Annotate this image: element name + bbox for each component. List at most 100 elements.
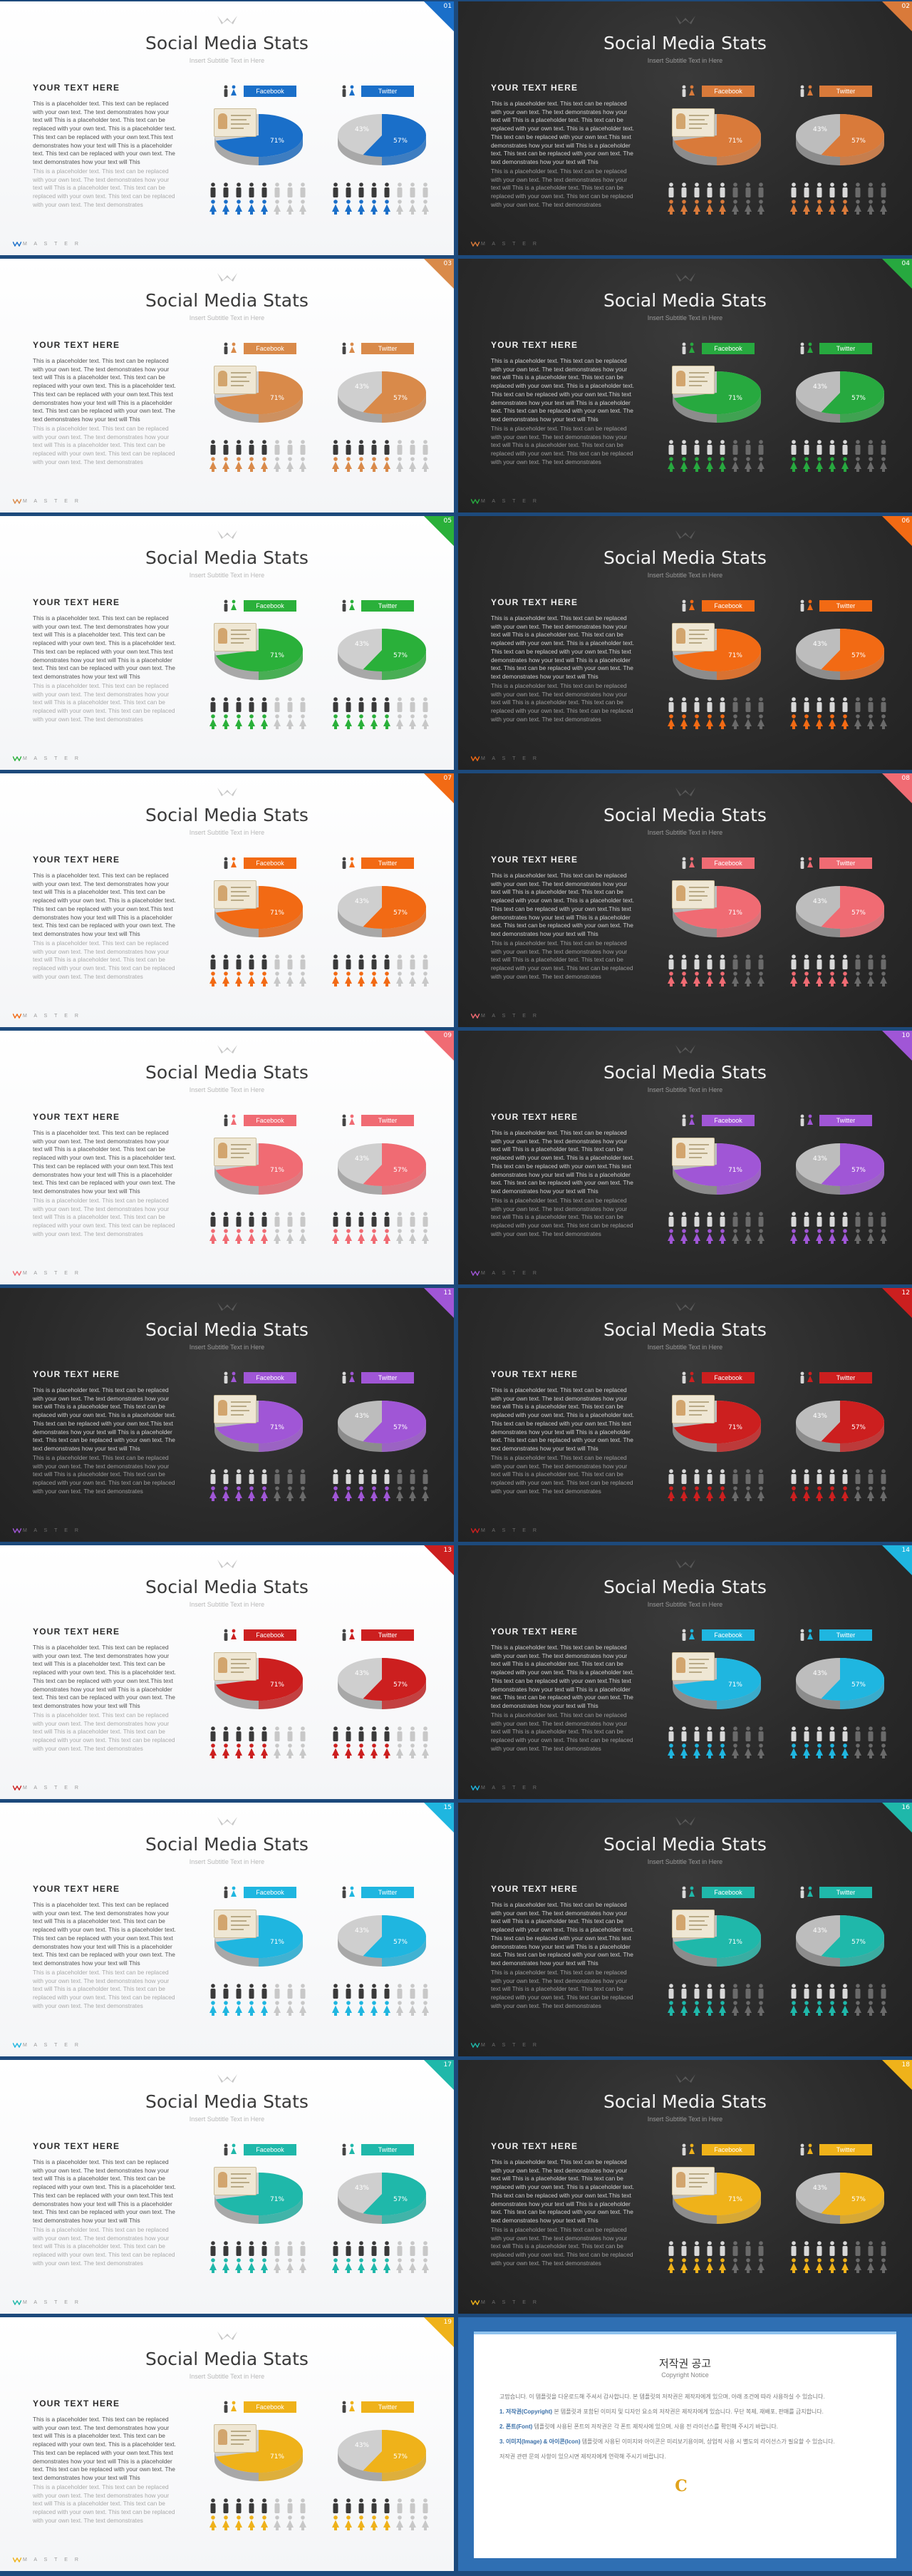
person-icon-male bbox=[791, 954, 797, 969]
slide-thumbnail-17[interactable]: 17 Social Media Stats Insert Subtitle Te… bbox=[0, 2060, 454, 2314]
pie-label-right: 57% bbox=[851, 652, 866, 659]
copyright-notice-slide[interactable]: 저작권 공고 Copyright Notice 고맙습니다. 이 템플릿을 다운… bbox=[458, 2317, 912, 2571]
person-icon-male bbox=[745, 182, 751, 197]
gender-icon bbox=[682, 1886, 695, 1898]
facebook-people-chart bbox=[668, 440, 765, 472]
slide-thumbnail-08[interactable]: 08 Social Media Stats Insert Subtitle Te… bbox=[458, 773, 912, 1027]
facebook-label: Facebook bbox=[702, 857, 755, 869]
slide-thumbnail-19[interactable]: 19 Social Media Stats Insert Subtitle Te… bbox=[0, 2317, 454, 2571]
slide-thumbnail-12[interactable]: 12 Social Media Stats Insert Subtitle Te… bbox=[458, 1288, 912, 1542]
pie-label-right: 71% bbox=[728, 1424, 742, 1431]
body-paragraph-secondary: This is a placeholder text. This text ca… bbox=[33, 1711, 175, 1752]
person-icon-female bbox=[396, 714, 403, 729]
person-icon-female bbox=[274, 200, 281, 215]
person-icon-male bbox=[694, 182, 700, 197]
slide-thumbnail-18[interactable]: 18 Social Media Stats Insert Subtitle Te… bbox=[458, 2060, 912, 2314]
slide-title: Social Media Stats bbox=[145, 33, 309, 53]
person-icon-female bbox=[422, 2515, 429, 2530]
person-icon-male bbox=[707, 182, 712, 197]
gender-icon bbox=[342, 85, 355, 97]
slide-thumbnail-07[interactable]: 07 Social Media Stats Insert Subtitle Te… bbox=[0, 773, 454, 1027]
slide-thumbnail-03[interactable]: 03 Social Media Stats Insert Subtitle Te… bbox=[0, 259, 454, 512]
person-icon-female bbox=[719, 200, 726, 215]
person-icon-male bbox=[804, 2241, 809, 2256]
slide-title: Social Media Stats bbox=[145, 805, 309, 825]
person-icon-male bbox=[249, 954, 254, 969]
pie-label-right: 71% bbox=[728, 138, 742, 145]
person-icon-male bbox=[745, 697, 751, 712]
person-icon-female bbox=[719, 1229, 726, 1244]
person-icon-male bbox=[881, 1726, 886, 1741]
twitter-people-chart bbox=[790, 2241, 887, 2273]
person-icon-female bbox=[867, 1486, 874, 1501]
person-icon-female bbox=[854, 1743, 861, 1758]
person-icon-female bbox=[680, 972, 688, 986]
pie-label-left: 43% bbox=[355, 383, 369, 391]
pie-slice-highlight bbox=[363, 629, 426, 671]
person-icon-male bbox=[410, 440, 415, 455]
brand-mark-icon bbox=[675, 2074, 695, 2083]
gender-icon bbox=[800, 599, 813, 612]
notice-intro: 고맙습니다. 이 템플릿을 다운로드해 주셔서 감사합니다. 본 템플릿의 저작… bbox=[499, 2394, 825, 2400]
person-icon-female bbox=[706, 457, 713, 472]
person-icon-female bbox=[841, 1743, 849, 1758]
slide-thumbnail-11[interactable]: 11 Social Media Stats Insert Subtitle Te… bbox=[0, 1288, 454, 1542]
person-icon-female bbox=[274, 2515, 281, 2530]
person-icon-male bbox=[668, 2241, 674, 2256]
pie-side-highlight bbox=[840, 1165, 884, 1195]
slide-thumbnail-09[interactable]: 09 Social Media Stats Insert Subtitle Te… bbox=[0, 1031, 454, 1284]
person-icon-female bbox=[222, 972, 229, 986]
slide-thumbnail-01[interactable]: 01 Social Media Stats Insert Subtitle Te… bbox=[0, 1, 454, 255]
person-icon-male bbox=[855, 1726, 861, 1741]
pie-label-right: 57% bbox=[393, 2196, 408, 2203]
twitter-pie-chart: 43% 57% bbox=[796, 1401, 884, 1452]
slide-thumbnail-15[interactable]: 15 Social Media Stats Insert Subtitle Te… bbox=[0, 1803, 454, 2056]
person-icon-female bbox=[409, 1743, 416, 1758]
person-icon-male bbox=[410, 1469, 415, 1484]
slide-thumbnail-05[interactable]: 05 Social Media Stats Insert Subtitle Te… bbox=[0, 516, 454, 770]
person-icon-male bbox=[397, 697, 403, 712]
person-icon-female bbox=[383, 1229, 390, 1244]
person-icon-female bbox=[358, 2001, 365, 2016]
person-icon-female bbox=[261, 457, 268, 472]
notice-item-title: 1. 저작권(Copyright) bbox=[499, 2408, 553, 2415]
slide-thumbnail-06[interactable]: 06 Social Media Stats Insert Subtitle Te… bbox=[458, 516, 912, 770]
person-icon-male bbox=[274, 954, 280, 969]
person-icon-male bbox=[732, 2241, 738, 2256]
person-icon-male bbox=[855, 697, 861, 712]
slide-thumbnail-10[interactable]: 10 Social Media Stats Insert Subtitle Te… bbox=[458, 1031, 912, 1284]
person-icon-male bbox=[397, 182, 403, 197]
person-icon-male bbox=[720, 954, 725, 969]
footer-brand-text: M A S T E R bbox=[481, 1528, 539, 1533]
person-icon-male bbox=[791, 1726, 797, 1741]
slide-subtitle: Insert Subtitle Text in Here bbox=[647, 1086, 723, 1093]
slide-subtitle: Insert Subtitle Text in Here bbox=[189, 572, 265, 579]
slide-thumbnail-02[interactable]: 02 Social Media Stats Insert Subtitle Te… bbox=[458, 1, 912, 255]
person-icon-male bbox=[358, 440, 364, 455]
pie-side-highlight bbox=[259, 2194, 303, 2224]
person-icon-male bbox=[758, 1726, 764, 1741]
person-icon-female bbox=[668, 1743, 675, 1758]
person-icon-female bbox=[358, 457, 365, 472]
pie-label-right: 71% bbox=[728, 395, 742, 402]
profile-card-image bbox=[214, 108, 256, 137]
person-icon-male bbox=[274, 1212, 280, 1227]
person-icon-male bbox=[423, 1469, 428, 1484]
footer-brand-text: M A S T E R bbox=[481, 2043, 539, 2048]
person-icon-female bbox=[299, 714, 306, 729]
brand-mark-icon bbox=[675, 16, 695, 24]
slide-number: 11 bbox=[443, 1289, 452, 1297]
slide-thumbnail-04[interactable]: 04 Social Media Stats Insert Subtitle Te… bbox=[458, 259, 912, 512]
text-heading: YOUR TEXT HERE bbox=[33, 1369, 120, 1379]
slide-thumbnail-14[interactable]: 14 Social Media Stats Insert Subtitle Te… bbox=[458, 1545, 912, 1799]
person-icon-male bbox=[300, 2241, 306, 2256]
person-icon-male bbox=[287, 2241, 293, 2256]
person-icon-female bbox=[880, 2258, 887, 2273]
slide-thumbnail-13[interactable]: 13 Social Media Stats Insert Subtitle Te… bbox=[0, 1545, 454, 1799]
slide-thumbnail-16[interactable]: 16 Social Media Stats Insert Subtitle Te… bbox=[458, 1803, 912, 2056]
person-icon-female bbox=[719, 972, 726, 986]
brand-mark-icon bbox=[217, 1817, 237, 1825]
pie-slice-highlight bbox=[215, 1915, 303, 1958]
person-icon-female bbox=[745, 457, 752, 472]
person-icon-female bbox=[803, 1743, 810, 1758]
